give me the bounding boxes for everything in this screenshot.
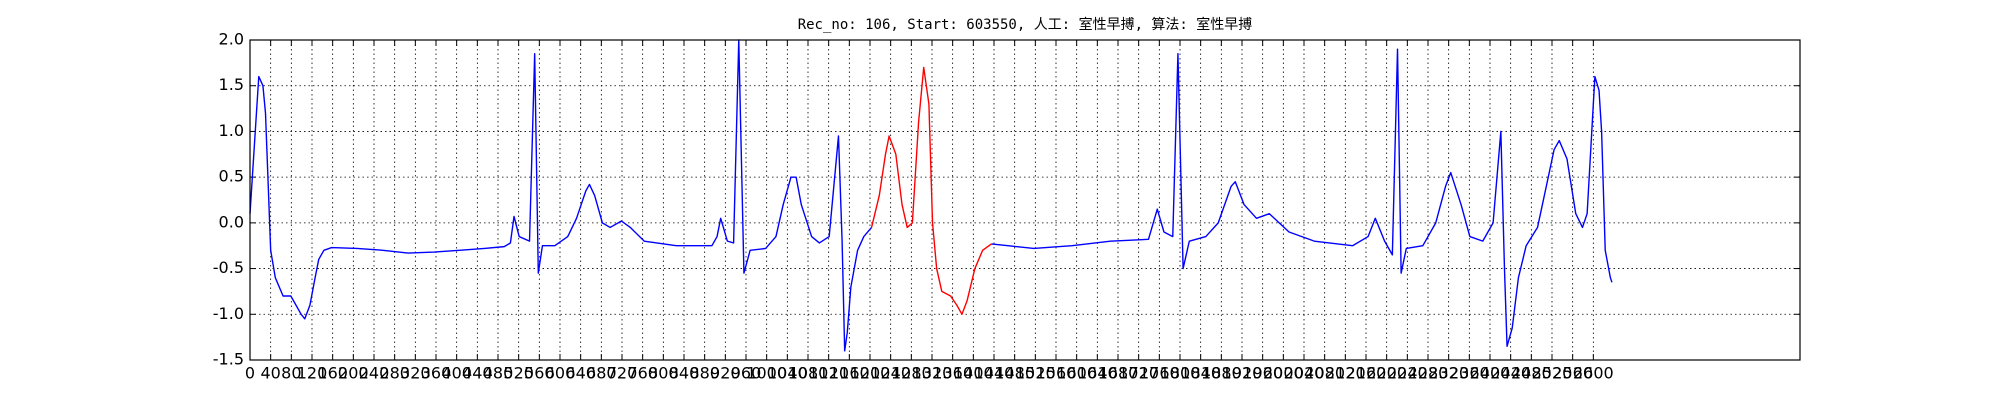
x-tick-label: 960 bbox=[731, 364, 762, 383]
x-tick-label: 600 bbox=[545, 364, 576, 383]
y-tick-label: 0.0 bbox=[219, 212, 244, 231]
x-tick-label: 280 bbox=[379, 364, 410, 383]
x-tick-label: 1000 bbox=[746, 364, 787, 383]
x-tick-label: 1240 bbox=[870, 364, 911, 383]
line-series bbox=[249, 39, 1613, 352]
x-tick-label: 0 bbox=[245, 364, 255, 383]
x-tick-label: 240 bbox=[359, 364, 390, 383]
x-tick-label: 680 bbox=[586, 364, 617, 383]
x-tick-label: 200 bbox=[338, 364, 369, 383]
x-tick-label: 1840 bbox=[1180, 364, 1221, 383]
x-tick-label: 1560 bbox=[1036, 364, 1077, 383]
x-tick-label: 1080 bbox=[788, 364, 829, 383]
x-tick-label: 760 bbox=[627, 364, 658, 383]
line-series bbox=[870, 66, 992, 315]
x-tick-label: 320 bbox=[400, 364, 431, 383]
x-tick-label: 520 bbox=[503, 364, 534, 383]
x-tick-label: 2560 bbox=[1552, 364, 1593, 383]
x-tick-label: 2480 bbox=[1511, 364, 1552, 383]
x-tick-label: 1480 bbox=[994, 364, 1035, 383]
x-tick-label: 1280 bbox=[891, 364, 932, 383]
x-tick-label: 40 bbox=[260, 364, 280, 383]
x-tick-label: 1800 bbox=[1160, 364, 1201, 383]
x-tick-label: 400 bbox=[441, 364, 472, 383]
x-tick-label: 1920 bbox=[1222, 364, 1263, 383]
x-tick-label: 2160 bbox=[1346, 364, 1387, 383]
y-tick-label: 2.0 bbox=[219, 30, 244, 49]
x-tick-label: 1640 bbox=[1077, 364, 1118, 383]
x-tick-label: 1600 bbox=[1056, 364, 1097, 383]
x-tick-label: 2120 bbox=[1325, 364, 1366, 383]
x-tick-label: 720 bbox=[607, 364, 638, 383]
x-tick-label: 1880 bbox=[1201, 364, 1242, 383]
x-tick-label: 2320 bbox=[1428, 364, 1469, 383]
x-tick-label: 1120 bbox=[808, 364, 849, 383]
x-tick-label: 2400 bbox=[1470, 364, 1511, 383]
y-tick-label: 1.5 bbox=[219, 75, 244, 94]
x-tick-label: 880 bbox=[689, 364, 720, 383]
x-tick-label: 1440 bbox=[974, 364, 1015, 383]
x-tick-label: 1320 bbox=[912, 364, 953, 383]
y-tick-label: -1.0 bbox=[213, 304, 244, 323]
x-tick-label: 1760 bbox=[1139, 364, 1180, 383]
x-tick-label: 360 bbox=[421, 364, 452, 383]
x-tick-label: 2000 bbox=[1263, 364, 1304, 383]
x-tick-label: 1720 bbox=[1118, 364, 1159, 383]
x-tick-label: 1520 bbox=[1015, 364, 1056, 383]
x-tick-label: 1680 bbox=[1098, 364, 1139, 383]
x-tick-label: 440 bbox=[462, 364, 493, 383]
x-tick-label: 800 bbox=[648, 364, 679, 383]
x-tick-label: 2240 bbox=[1387, 364, 1428, 383]
x-tick-label: 2600 bbox=[1573, 364, 1614, 383]
x-tick-label: 1360 bbox=[932, 364, 973, 383]
plot-frame bbox=[249, 39, 1801, 361]
x-tick-label: 1400 bbox=[953, 364, 994, 383]
x-tick-label: 920 bbox=[710, 364, 741, 383]
x-tick-label: 2280 bbox=[1408, 364, 1449, 383]
y-tick-label: -1.5 bbox=[213, 350, 244, 369]
x-tick-label: 1040 bbox=[767, 364, 808, 383]
y-tick-label: 0.5 bbox=[219, 167, 244, 186]
x-tick-label: 2040 bbox=[1284, 364, 1325, 383]
x-tick-label: 480 bbox=[483, 364, 514, 383]
y-tick-label: -0.5 bbox=[213, 258, 244, 277]
x-tick-label: 840 bbox=[669, 364, 700, 383]
x-tick-label: 2080 bbox=[1304, 364, 1345, 383]
chart-title: Rec_no: 106, Start: 603550, 人工: 室性早搏, 算法… bbox=[798, 16, 1253, 33]
x-tick-label: 1160 bbox=[829, 364, 870, 383]
x-tick-label: 1960 bbox=[1242, 364, 1283, 383]
x-tick-label: 640 bbox=[565, 364, 596, 383]
x-tick-label: 120 bbox=[297, 364, 328, 383]
x-tick-label: 80 bbox=[281, 364, 301, 383]
x-tick-label: 2360 bbox=[1449, 364, 1490, 383]
x-tick-label: 160 bbox=[317, 364, 348, 383]
x-tick-label: 1200 bbox=[850, 364, 891, 383]
x-tick-label: 2200 bbox=[1366, 364, 1407, 383]
y-tick-label: 1.0 bbox=[219, 121, 244, 140]
x-tick-label: 560 bbox=[524, 364, 555, 383]
x-tick-label: 2520 bbox=[1532, 364, 1573, 383]
x-tick-label: 2440 bbox=[1490, 364, 1531, 383]
